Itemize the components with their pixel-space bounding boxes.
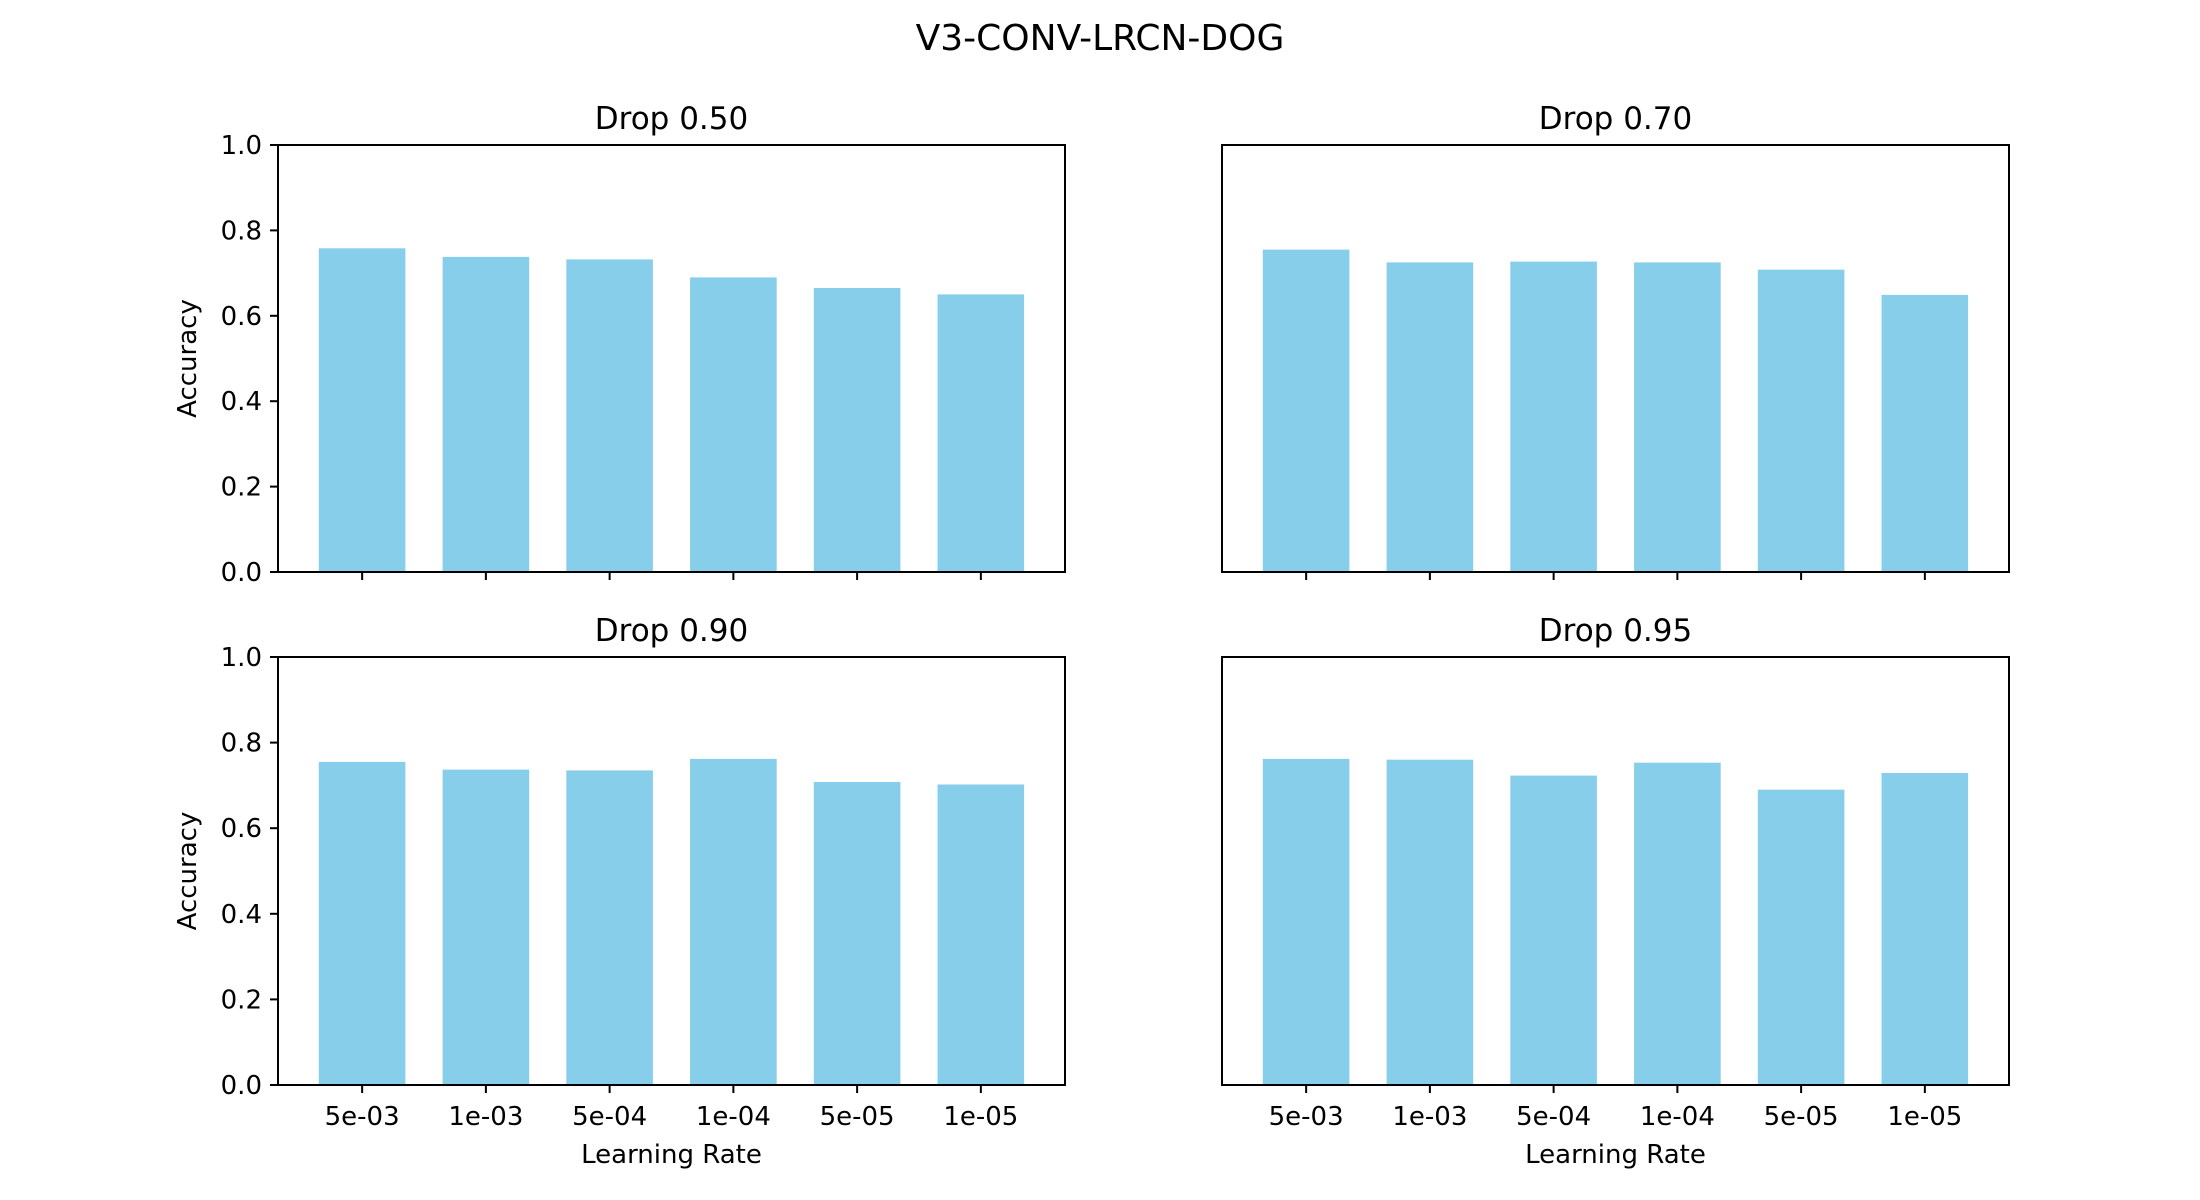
bar-1e-03 (442, 769, 530, 1085)
subplot-1: Drop 0.50 0.0 0.2 0.4 0.6 0.8 1.0 Accuracy (173, 101, 1066, 588)
subplot-title: Drop 0.90 (595, 613, 748, 649)
bar-1e-03 (1386, 759, 1474, 1085)
y-tick-label: 0.4 (221, 387, 262, 417)
y-tick-label: 0.8 (221, 729, 262, 759)
figure-title: V3-CONV-LRCN-DOG (916, 18, 1285, 59)
x-tick-label: 5e-04 (572, 1102, 647, 1132)
x-tick-label: 1e-03 (1392, 1102, 1467, 1132)
x-axis-label: Learning Rate (581, 1140, 762, 1170)
y-axis-label: Accuracy (173, 812, 203, 931)
y-tick-label: 0.4 (221, 900, 262, 930)
y-tick-label: 0.8 (221, 216, 262, 246)
bar-5e-05 (813, 288, 901, 572)
subplot-title: Drop 0.50 (595, 101, 748, 137)
subplot-grid: Drop 0.500.00.20.40.60.81.0AccuracyDrop … (173, 101, 2010, 1170)
bar-1e-04 (1634, 762, 1721, 1085)
x-axis-label: Learning Rate (1525, 1140, 1706, 1170)
subplot-4: Drop 0.95 5e-03 1e-03 5e-04 1e-04 5e-05 1e-05 L… (1221, 613, 2010, 1170)
bar-1e-05 (1881, 294, 1969, 572)
bar-5e-05 (1757, 269, 1845, 572)
y-tick-label: 0.6 (221, 814, 262, 844)
bar-1e-05 (937, 784, 1025, 1085)
y-axis-label: Accuracy (173, 299, 203, 418)
bar-1e-04 (1634, 262, 1721, 572)
subplot-2: Drop 0.70 (1221, 101, 2010, 580)
x-tick-label: 5e-03 (1269, 1102, 1344, 1132)
bar-5e-05 (1757, 789, 1845, 1085)
bar-1e-05 (1881, 773, 1969, 1085)
bar-1e-04 (690, 758, 777, 1085)
x-tick-label: 1e-04 (1640, 1102, 1715, 1132)
bar-5e-03 (1262, 249, 1350, 572)
plot-frame (1221, 144, 2010, 573)
bar-5e-05 (813, 782, 901, 1085)
subplot-title: Drop 0.95 (1539, 613, 1692, 649)
y-tick-label: 0.6 (221, 302, 262, 332)
bar-5e-04 (566, 770, 653, 1085)
y-tick-label: 1.0 (221, 131, 262, 161)
y-tick-label: 0.2 (221, 473, 262, 503)
bar-5e-03 (1262, 758, 1350, 1085)
x-tick-label: 5e-05 (1764, 1102, 1839, 1132)
plot-frame (277, 144, 1066, 573)
y-tick-label: 0.0 (221, 558, 262, 588)
x-tick-label: 1e-05 (1887, 1102, 1962, 1132)
bar-1e-04 (690, 277, 777, 572)
y-tick-label: 1.0 (221, 643, 262, 673)
bar-5e-03 (318, 248, 406, 573)
x-tick-label: 5e-04 (1516, 1102, 1591, 1132)
bar-5e-04 (1510, 775, 1597, 1085)
subplot-3: Drop 0.90 5e-03 1e-03 5e-04 1e-04 5e-05 1e-05 0… (173, 613, 1066, 1170)
x-tick-label: 1e-04 (696, 1102, 771, 1132)
bar-1e-03 (442, 256, 530, 572)
bar-5e-04 (1510, 261, 1597, 572)
x-tick-label: 1e-05 (943, 1102, 1018, 1132)
bar-5e-03 (318, 761, 406, 1085)
plot-frame (1221, 656, 2010, 1086)
y-tick-label: 0.0 (221, 1071, 262, 1101)
x-tick-label: 5e-05 (820, 1102, 895, 1132)
x-tick-label: 1e-03 (448, 1102, 523, 1132)
bar-1e-05 (937, 294, 1025, 572)
subplot-title: Drop 0.70 (1539, 101, 1692, 137)
bar-5e-04 (566, 259, 653, 572)
x-tick-label: 5e-03 (325, 1102, 400, 1132)
bar-1e-03 (1386, 262, 1474, 572)
plot-frame (277, 656, 1066, 1086)
y-tick-label: 0.2 (221, 985, 262, 1015)
